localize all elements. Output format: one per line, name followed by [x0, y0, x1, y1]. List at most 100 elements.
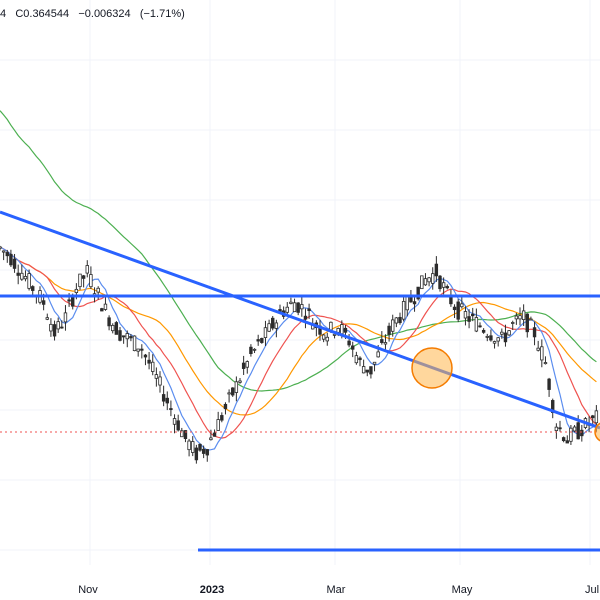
close-label: C — [15, 8, 24, 20]
candle-body — [81, 275, 86, 279]
candle-body — [154, 374, 159, 379]
candle-body — [74, 288, 79, 294]
candle-body — [525, 313, 529, 333]
candle-body — [205, 449, 209, 456]
highlight-circle-edge — [594, 422, 600, 442]
candle-body — [500, 331, 504, 335]
candle-body — [31, 286, 35, 291]
candle-body — [5, 252, 9, 257]
candle-body — [503, 332, 508, 343]
candle-body — [452, 306, 457, 311]
candle-body — [52, 324, 57, 337]
candle-body — [111, 324, 115, 332]
candle-body — [591, 415, 595, 419]
candle-body — [198, 443, 202, 451]
candle-body — [361, 366, 366, 374]
candle-body — [460, 303, 464, 308]
candle-body — [78, 273, 82, 288]
candle-body — [394, 317, 399, 324]
candle-body — [576, 422, 580, 440]
candle-body — [260, 338, 264, 343]
x-tick-label: May — [452, 584, 473, 596]
candle-body — [354, 355, 359, 364]
candle-body — [332, 333, 337, 336]
candle-body — [481, 329, 486, 333]
candle-body — [325, 336, 329, 342]
candle-body — [321, 334, 326, 340]
candle-body — [158, 376, 162, 386]
descending-trendline — [0, 210, 600, 430]
candle-body — [547, 378, 551, 390]
candle-body — [165, 397, 169, 404]
candle-body — [1, 250, 6, 253]
candle-body — [372, 361, 377, 365]
candle-body — [540, 346, 544, 361]
candle-body — [507, 330, 511, 336]
candle-body — [405, 296, 409, 311]
candle-body — [194, 447, 199, 461]
candle-body — [474, 317, 479, 332]
candle-body — [423, 278, 428, 286]
x-tick-label: 2023 — [200, 584, 224, 596]
candle-body — [565, 440, 569, 444]
candle-body — [143, 354, 148, 358]
change-percent: (−1.71%) — [139, 8, 185, 20]
candle-body — [463, 311, 468, 319]
candle-body — [172, 418, 177, 425]
candle-body — [45, 317, 49, 320]
candle-body — [20, 272, 24, 280]
candle-body — [147, 359, 151, 364]
candle-body — [391, 319, 395, 332]
candle-body — [441, 282, 446, 288]
ohlc-header: 4 C0.364544 −0.006324 (−1.71%) — [0, 8, 185, 20]
candle-body — [572, 426, 577, 432]
candle-body — [274, 322, 279, 329]
candle-body — [100, 308, 104, 312]
candle-body — [521, 310, 526, 320]
candle-body — [107, 317, 111, 327]
highlight-circle — [411, 347, 453, 389]
candle-body — [252, 348, 257, 351]
candle-body — [438, 275, 442, 290]
ma-slow-line — [0, 246, 597, 416]
candle-body — [209, 437, 213, 441]
candle-body — [267, 323, 271, 332]
candle-body — [401, 301, 406, 320]
candle-body — [303, 315, 308, 320]
candle-body — [161, 394, 166, 402]
candle-body — [183, 430, 188, 439]
candle-body — [41, 300, 46, 305]
candle-body — [580, 429, 584, 437]
x-tick-label: Mar — [327, 584, 346, 596]
candle-body — [292, 302, 297, 313]
candle-body — [223, 403, 228, 410]
candle-body — [245, 361, 249, 368]
candle-body — [49, 323, 53, 332]
candle-body — [12, 258, 17, 269]
candle-body — [216, 419, 220, 431]
candle-body — [249, 346, 253, 354]
candle-body — [285, 306, 289, 313]
x-tick-label: Jul — [585, 584, 599, 596]
candle-body — [212, 432, 217, 437]
ma-mid-line — [0, 246, 597, 439]
candle-body — [201, 448, 206, 454]
candle-body — [151, 361, 155, 372]
candle-body — [456, 301, 460, 320]
candle-body — [383, 342, 388, 345]
candle-body — [434, 263, 439, 277]
ma-long-line — [0, 110, 597, 392]
candle-body — [129, 336, 133, 339]
candle-body — [220, 415, 224, 421]
candle-body — [60, 326, 64, 329]
candle-body — [180, 430, 184, 438]
candle-body — [398, 316, 402, 324]
candle-body — [416, 286, 420, 300]
candle-body — [594, 410, 599, 424]
change-value: −0.006324 — [78, 8, 131, 20]
candle-body — [329, 321, 333, 331]
candle-body — [296, 302, 300, 313]
candle-body — [340, 324, 344, 335]
